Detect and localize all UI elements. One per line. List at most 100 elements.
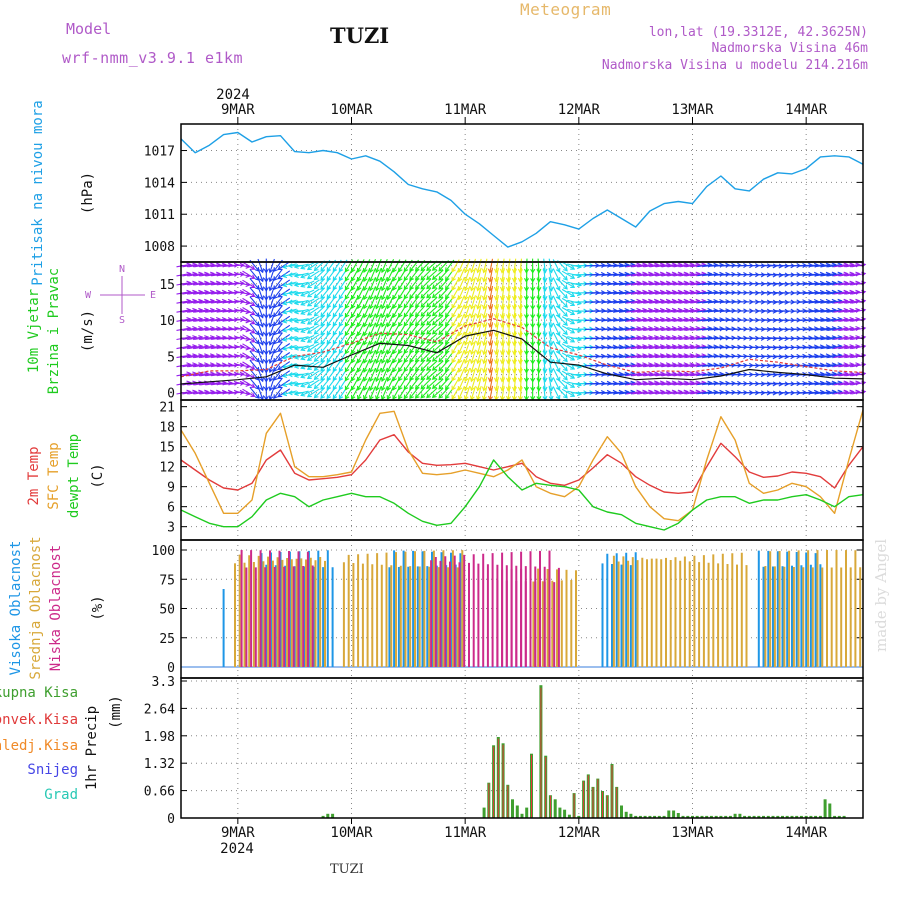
wind-arrow	[602, 346, 617, 349]
wind-arrow	[673, 390, 688, 395]
wind-arrow-head	[563, 302, 568, 308]
wind-arrow	[357, 368, 365, 382]
wind-arrow	[845, 345, 860, 350]
wind-arrow-head	[398, 349, 403, 355]
wind-arrow	[557, 360, 568, 371]
wind-arrow-head	[457, 286, 463, 292]
wind-arrow-head	[530, 386, 536, 392]
wind-arrow	[188, 272, 203, 277]
wind-arrow-head	[813, 280, 819, 286]
wind-arrow-head	[398, 358, 403, 364]
wind-arrow	[217, 282, 232, 286]
wind-arrow-head	[530, 314, 536, 320]
wind-arrow	[464, 358, 471, 373]
wind-arrow	[375, 322, 382, 336]
precip-bar	[695, 815, 699, 818]
wind-arrow	[426, 305, 438, 317]
wind-arrow	[614, 391, 629, 395]
wind-arrow	[614, 345, 629, 349]
precip-conv-bar	[592, 787, 594, 818]
precip-bar	[714, 815, 718, 818]
wind-tick-label: 10	[159, 314, 175, 329]
wind-arrow-head	[221, 262, 227, 268]
wind-arrow	[249, 377, 260, 390]
wind-arrow	[632, 345, 647, 350]
wind-arrow-head	[475, 286, 481, 292]
wind-arrow	[277, 297, 291, 307]
precip-bar	[781, 815, 784, 818]
wind-arrow-head	[457, 313, 463, 319]
precip-bar	[747, 815, 751, 818]
wind-arrow-head	[403, 376, 409, 382]
precip-bar	[653, 815, 657, 818]
wind-arrow-head	[306, 374, 312, 379]
wind-arrow	[477, 258, 482, 273]
wind-arrow-head	[293, 354, 299, 360]
wind-arrow-head	[530, 296, 536, 301]
wind-arrow	[194, 263, 209, 268]
wind-arrow	[464, 286, 471, 300]
wind-arrow	[685, 291, 700, 295]
wind-arrow	[614, 309, 629, 313]
wind-arrow	[632, 300, 647, 304]
wind-arrow-head	[375, 386, 380, 392]
precip-legend-item: Snijeg	[27, 762, 78, 778]
wind-arrow-head	[624, 326, 630, 332]
day-label-bottom: 14MAR	[785, 825, 828, 841]
precip-conv-bar	[507, 785, 509, 818]
wind-arrow	[235, 327, 250, 332]
wind-arrow-head	[268, 277, 274, 283]
wind-arrow	[845, 336, 860, 341]
wind-arrow	[409, 359, 420, 372]
precip-bar	[648, 815, 652, 818]
wind-arrow	[426, 360, 438, 371]
wind-arrow-head	[438, 348, 444, 354]
wind-arrow	[381, 386, 388, 400]
wind-arrow-head	[350, 322, 356, 328]
wind-arrow	[661, 336, 676, 341]
wind-arrow	[557, 269, 568, 281]
wind-arrow	[451, 268, 460, 282]
wind-arrow	[845, 300, 860, 304]
wind-arrow	[620, 363, 635, 368]
wind-arrow	[176, 309, 191, 313]
wind-arrow-head	[263, 278, 269, 283]
precip-bar	[686, 815, 690, 818]
wind-arrow-head	[414, 375, 420, 381]
wind-arrow	[703, 336, 718, 340]
wind-arrow	[242, 379, 255, 388]
wind-arrow-head	[287, 281, 293, 287]
wind-arrow-head	[511, 377, 518, 383]
precip-legend-item: Ukupna Kisa	[0, 685, 78, 701]
precip-conv-bar	[602, 791, 603, 818]
wind-arrow-head	[320, 385, 325, 390]
wind-arrow	[703, 373, 718, 376]
wind-arrow-head	[273, 294, 278, 300]
wind-arrow-head	[624, 371, 630, 377]
wind-arrow	[314, 360, 325, 371]
wind-arrow	[206, 300, 220, 304]
wind-arrow	[803, 309, 818, 313]
wind-arrow	[211, 273, 226, 277]
wind-arrow	[477, 385, 482, 400]
wind-arrow	[821, 382, 836, 386]
day-label-bottom: 10MAR	[330, 825, 373, 841]
wind-arrow	[277, 379, 291, 388]
wind-arrow-head	[487, 332, 494, 338]
wind-arrow-head	[356, 331, 362, 337]
wind-arrow-head	[259, 386, 265, 392]
wind-arrow-head	[250, 338, 256, 343]
wind-arrow-head	[350, 358, 356, 364]
wind-arrow-head	[306, 292, 312, 298]
wind-arrow	[667, 263, 682, 268]
wind-arrow-head	[570, 283, 576, 288]
precip-bar	[709, 815, 713, 818]
wind-arrow-head	[542, 386, 548, 392]
wind-arrow	[614, 327, 629, 331]
wind-arrow	[426, 378, 438, 389]
precip-conv-bar	[502, 744, 504, 818]
wind-arrow-head	[530, 268, 536, 274]
wind-arrow-head	[386, 349, 392, 355]
wind-arrow-head	[306, 338, 312, 343]
